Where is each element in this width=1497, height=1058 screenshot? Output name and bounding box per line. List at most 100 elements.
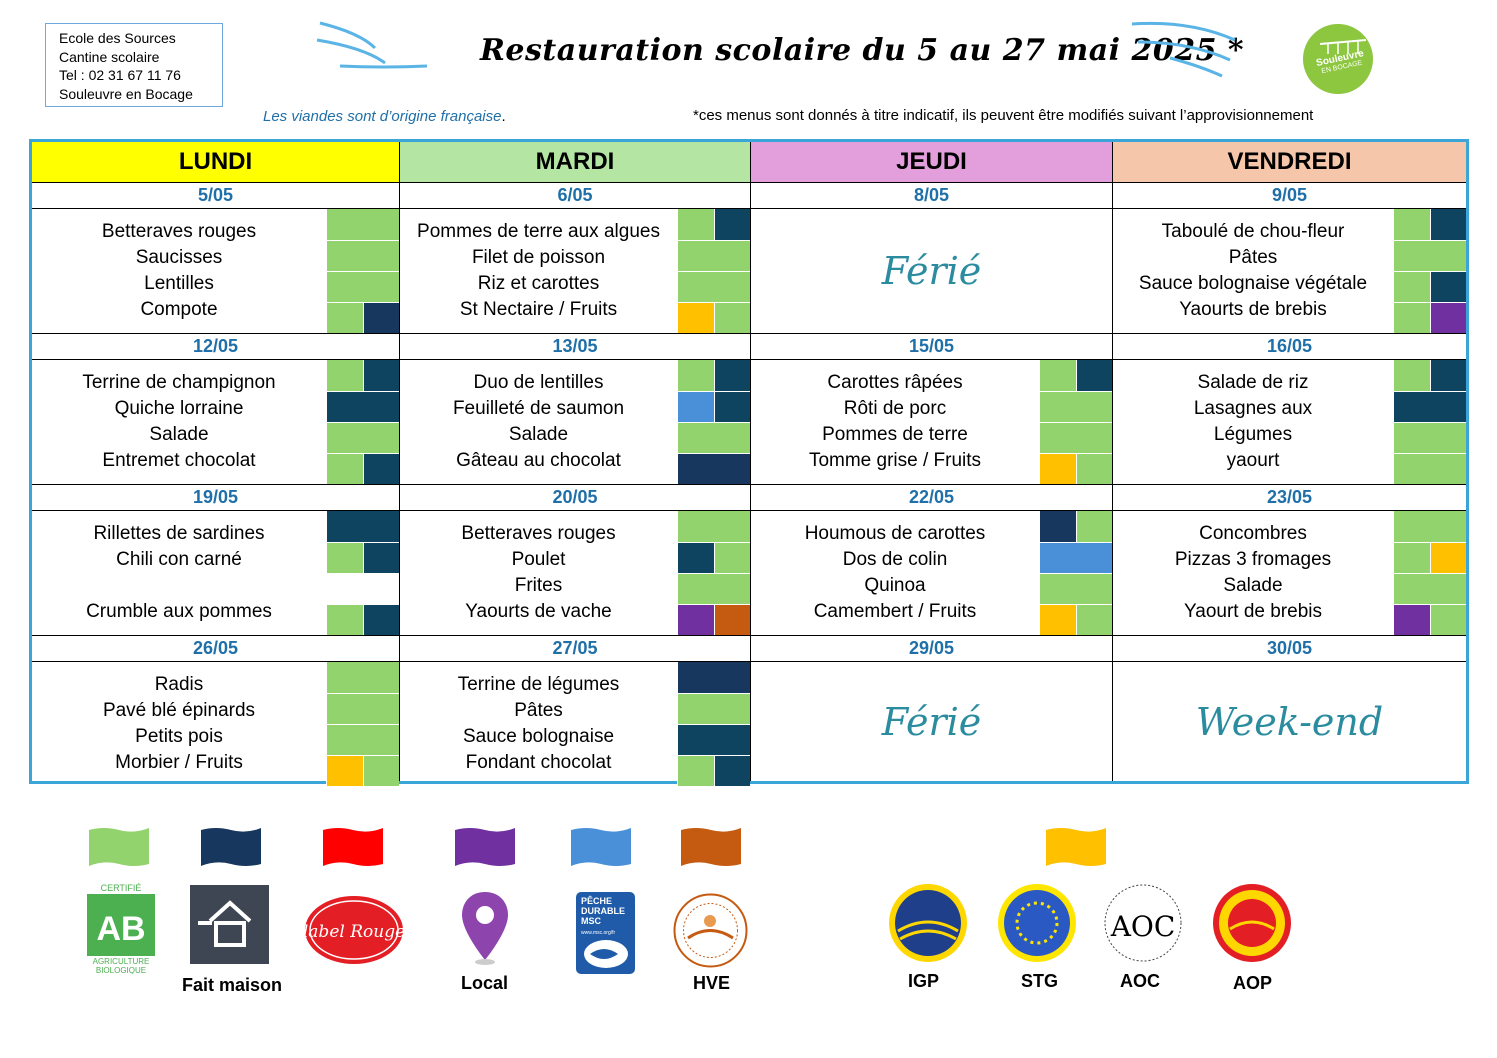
label-flag-row (677, 302, 750, 333)
menu-item: Lasagnes aux (1193, 398, 1313, 419)
menu-items: Betteraves rouges Saucisses Lentilles Compo… (32, 219, 326, 323)
menu-item: Salade (508, 424, 569, 445)
label-swatch-bio (326, 725, 399, 755)
label-swatch-bio (1429, 605, 1466, 635)
souleuvre-logo-lines (1319, 39, 1367, 54)
menu-item: Chili con carné (116, 549, 242, 570)
date-row: 26/05 27/05 29/05 30/05 (30, 635, 1468, 662)
label-swatch-dark-teal (713, 392, 750, 422)
menu-items: Carottes râpées Rôti de porc Pommes de ter… (751, 370, 1039, 474)
label-flag-row (677, 662, 750, 693)
label-swatch-bio (326, 543, 363, 573)
label-swatch-bio (1393, 303, 1430, 333)
menu-item: Pommes de terre (822, 424, 968, 445)
label-swatch-dark-teal (677, 725, 750, 755)
label-rouge-logo: label Rouge (304, 896, 404, 964)
label-flags (326, 360, 399, 484)
label-swatch-bio (326, 360, 363, 391)
label-swatch-msc (1039, 543, 1112, 573)
label-swatch-bio (677, 423, 750, 453)
menu-item: Frites (514, 575, 563, 596)
label-swatch-bio (326, 605, 363, 635)
menu-item: Betteraves rouges (101, 221, 257, 242)
msc-line2: DURABLE (581, 906, 625, 916)
label-flag-row (1393, 209, 1466, 240)
label-swatch-bio (1393, 511, 1466, 542)
label-swatch-dark-teal (362, 454, 399, 484)
menu-row: Terrine de champignon Quiche lorraine Sala… (30, 359, 1468, 485)
menu-cell: Betteraves rouges Saucisses Lentilles Compo… (30, 208, 400, 334)
menu-item: Gâteau au chocolat (456, 450, 621, 471)
menu-item: Yaourt de brebis (1183, 601, 1322, 622)
school-phone: Tel : 02 31 67 11 76 (59, 67, 181, 83)
legend-label-fait-maison: Fait maison (182, 975, 283, 995)
label-swatch-local (1429, 303, 1466, 333)
meat-origin-text: Les viandes sont d’origine française (263, 108, 502, 125)
label-flags (677, 209, 750, 333)
label-flag-row (326, 511, 399, 542)
menu-item: Entremet chocolat (102, 450, 256, 471)
menu-item: Carottes râpées (827, 372, 963, 393)
special-day-label: Férié (881, 699, 982, 744)
date-cell: 16/05 (1112, 333, 1468, 360)
label-flag-row (1393, 573, 1466, 604)
date-cell: 27/05 (399, 635, 751, 662)
day-header-mardi: MARDI (399, 140, 751, 183)
label-flag-row (326, 573, 399, 604)
label-flag-row (1039, 391, 1112, 422)
menu-item: Rôti de porc (843, 398, 947, 419)
label-flag-row (326, 724, 399, 755)
legend-flag-label-rouge (323, 828, 383, 866)
menu-cell: Houmous de carottes Dos de colin Quinoa Cam… (750, 510, 1113, 636)
label-swatch-fait-maison (677, 662, 750, 693)
label-flag-row (677, 724, 750, 755)
label-flag-row (1393, 360, 1466, 391)
menu-item: Quiche lorraine (114, 398, 244, 419)
menu-item: Fondant chocolat (465, 752, 612, 773)
label-flags (677, 360, 750, 484)
label-swatch-bio (1393, 272, 1430, 302)
label-flag-row (1039, 360, 1112, 391)
label-swatch-signe-qualite (1039, 605, 1076, 635)
date-cell: 5/05 (30, 182, 400, 209)
label-swatch-bio (1039, 392, 1112, 422)
location-pin-icon (462, 892, 508, 965)
menu-cell: Betteraves rouges Poulet Frites Yaourts de … (399, 510, 751, 636)
menu-cell: Férié (750, 208, 1113, 334)
menu-item: Houmous de carottes (804, 523, 986, 544)
legend-flag-hve (681, 828, 741, 866)
menu-row: Radis Pavé blé épinards Petits pois Morbier… (30, 661, 1468, 786)
label-swatch-signe-qualite (1039, 454, 1076, 484)
menu-item: Pommes de terre aux algues (417, 221, 660, 242)
label-flag-row (677, 604, 750, 635)
label-swatch-signe-qualite (677, 303, 714, 333)
label-swatch-bio (1393, 543, 1430, 573)
msc-url: www.msc.org/fr (581, 930, 616, 936)
label-flag-row (1393, 422, 1466, 453)
ab-logo-main: AB (96, 910, 145, 948)
label-swatch-dark-teal (713, 360, 750, 391)
label-swatch-local (1393, 605, 1430, 635)
label-flag-row (1393, 542, 1466, 573)
ab-logo-bottom1: AGRICULTURE (93, 957, 150, 966)
menu-item: Yaourts de brebis (1179, 299, 1327, 320)
label-swatch-bio (326, 694, 399, 724)
school-info-box: Ecole des Sources Cantine scolaire Tel :… (45, 23, 223, 107)
label-flag-row (1393, 271, 1466, 302)
menu-cell: Rillettes de sardines Chili con carné Crum… (30, 510, 400, 636)
label-swatch-dark-teal (1075, 360, 1112, 391)
menu-items: Betteraves rouges Poulet Frites Yaourts de … (400, 521, 677, 625)
days-header-row: LUNDI MARDI JEUDI VENDREDI (30, 140, 1468, 183)
label-swatch-bio (677, 241, 750, 271)
day-header-vendredi: VENDREDI (1112, 140, 1468, 183)
label-flag-row (677, 209, 750, 240)
label-flag-row (1039, 422, 1112, 453)
label-swatch-bio (1393, 454, 1466, 484)
aop-seal (1213, 884, 1291, 962)
label-flag-row (326, 209, 399, 240)
menu-cell: Salade de riz Lasagnes aux Légumes yaourt (1112, 359, 1468, 485)
ab-logo-bottom2: BIOLOGIQUE (96, 966, 146, 974)
menu-items: Salade de riz Lasagnes aux Légumes yaourt (1113, 370, 1393, 474)
date-cell: 26/05 (30, 635, 400, 662)
label-swatch-bio (326, 241, 399, 271)
